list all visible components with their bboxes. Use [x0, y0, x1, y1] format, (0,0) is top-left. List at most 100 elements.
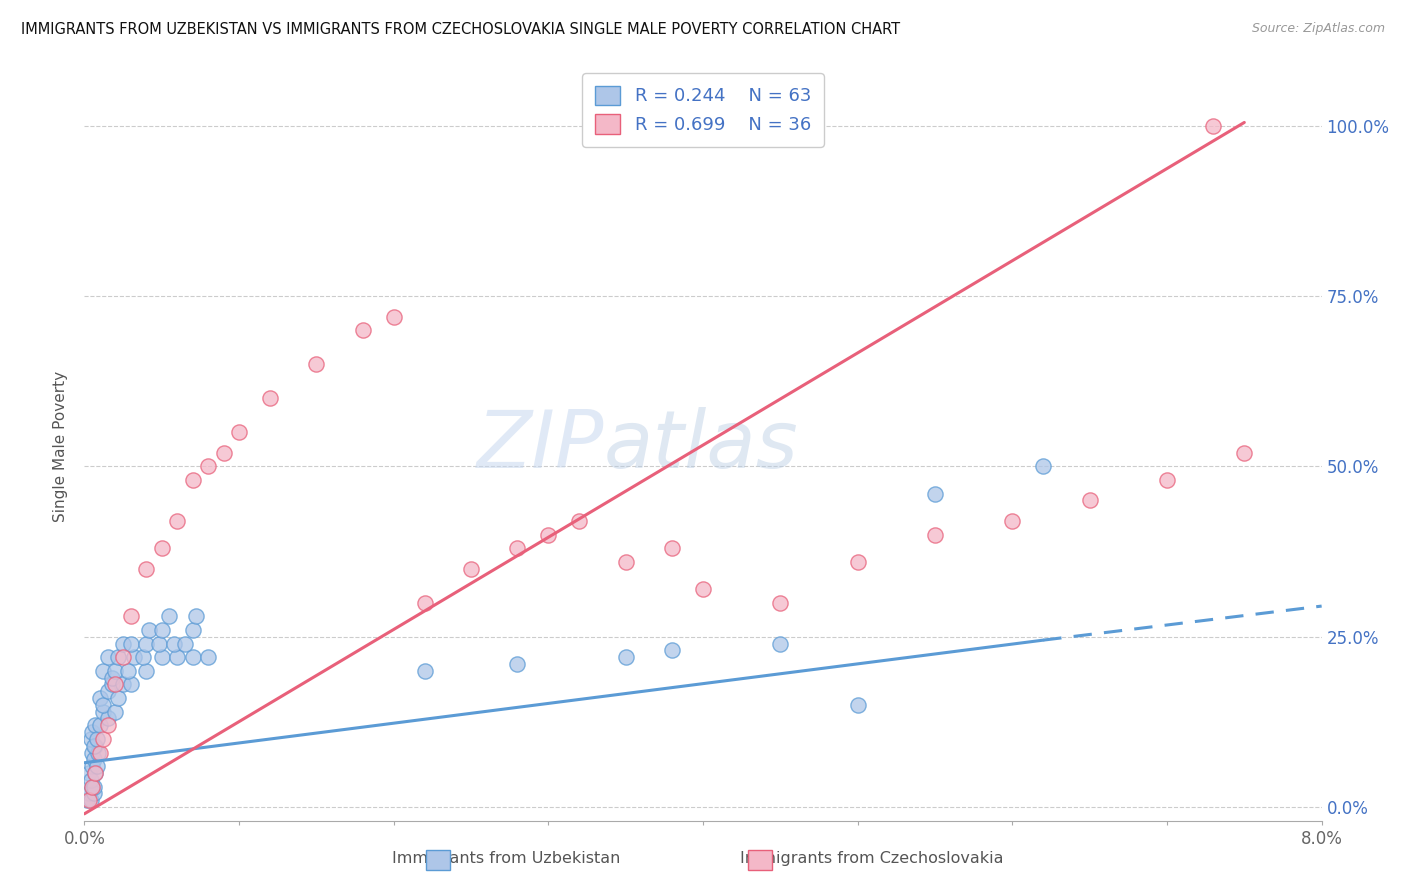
Text: IMMIGRANTS FROM UZBEKISTAN VS IMMIGRANTS FROM CZECHOSLOVAKIA SINGLE MALE POVERTY: IMMIGRANTS FROM UZBEKISTAN VS IMMIGRANTS… — [21, 22, 900, 37]
Point — [96, 718, 118, 732]
Point — [166, 514, 188, 528]
Point — [614, 555, 637, 569]
Point — [91, 698, 114, 712]
Point — [166, 650, 188, 665]
Point — [138, 623, 160, 637]
Point — [89, 691, 111, 706]
Point — [83, 786, 105, 800]
Point — [135, 664, 157, 678]
Point — [101, 677, 124, 691]
Legend: R = 0.244    N = 63, R = 0.699    N = 36: R = 0.244 N = 63, R = 0.699 N = 36 — [582, 73, 824, 147]
Point — [197, 459, 219, 474]
Point — [174, 636, 197, 650]
Point — [77, 786, 100, 800]
Point — [661, 541, 683, 556]
Point — [77, 766, 100, 780]
Text: Immigrants from Czechoslovakia: Immigrants from Czechoslovakia — [740, 852, 1004, 866]
Point — [413, 664, 436, 678]
Point — [107, 691, 129, 706]
Point — [1032, 459, 1054, 474]
Point — [104, 664, 127, 678]
Point — [181, 650, 204, 665]
Point — [132, 650, 155, 665]
Point — [150, 650, 173, 665]
Point — [568, 514, 591, 528]
Point — [112, 650, 135, 665]
Point — [77, 793, 100, 807]
Point — [86, 731, 108, 746]
Point — [692, 582, 714, 596]
Text: Source: ZipAtlas.com: Source: ZipAtlas.com — [1251, 22, 1385, 36]
Point — [76, 793, 98, 807]
Point — [769, 636, 792, 650]
Point — [163, 636, 186, 650]
Point — [84, 766, 107, 780]
Point — [82, 780, 104, 794]
Point — [96, 684, 118, 698]
Point — [661, 643, 683, 657]
Point — [117, 664, 139, 678]
Point — [84, 739, 107, 753]
Point — [460, 561, 482, 575]
Y-axis label: Single Male Poverty: Single Male Poverty — [53, 370, 69, 522]
Point — [769, 596, 792, 610]
Point — [79, 793, 101, 807]
Point — [82, 759, 104, 773]
Point — [352, 323, 374, 337]
Point — [120, 677, 142, 691]
Point — [181, 623, 204, 637]
Point — [112, 677, 135, 691]
Point — [228, 425, 250, 440]
Point — [506, 541, 529, 556]
Point — [89, 718, 111, 732]
Point — [120, 636, 142, 650]
Point — [104, 677, 127, 691]
Point — [83, 780, 105, 794]
Point — [150, 623, 173, 637]
Point — [506, 657, 529, 671]
Point — [537, 527, 560, 541]
Point — [122, 650, 145, 665]
Point — [84, 766, 107, 780]
Point — [150, 541, 173, 556]
Point — [614, 650, 637, 665]
Point — [79, 731, 101, 746]
Point — [91, 705, 114, 719]
Point — [148, 636, 170, 650]
Point — [91, 731, 114, 746]
Text: ZIP: ZIP — [477, 407, 605, 485]
Point — [184, 609, 207, 624]
Point — [181, 473, 204, 487]
Point — [413, 596, 436, 610]
Point — [846, 698, 869, 712]
Point — [1233, 446, 1256, 460]
Point — [305, 357, 328, 371]
Point — [159, 609, 180, 624]
Text: atlas: atlas — [605, 407, 799, 485]
Point — [82, 780, 104, 794]
Point — [212, 446, 235, 460]
Point — [924, 527, 946, 541]
Point — [82, 725, 104, 739]
Point — [96, 711, 118, 725]
Point — [846, 555, 869, 569]
Point — [82, 746, 104, 760]
Point — [135, 561, 157, 575]
Point — [101, 671, 124, 685]
Point — [120, 609, 142, 624]
Point — [135, 636, 157, 650]
Point — [89, 746, 111, 760]
Point — [924, 486, 946, 500]
Point — [86, 759, 108, 773]
Point — [107, 650, 129, 665]
Point — [259, 392, 281, 406]
Point — [1001, 514, 1024, 528]
Point — [104, 705, 127, 719]
Point — [84, 718, 107, 732]
Point — [1202, 119, 1225, 133]
Point — [112, 636, 135, 650]
Point — [87, 746, 110, 760]
Point — [79, 772, 101, 787]
Point — [91, 664, 114, 678]
Point — [1156, 473, 1178, 487]
